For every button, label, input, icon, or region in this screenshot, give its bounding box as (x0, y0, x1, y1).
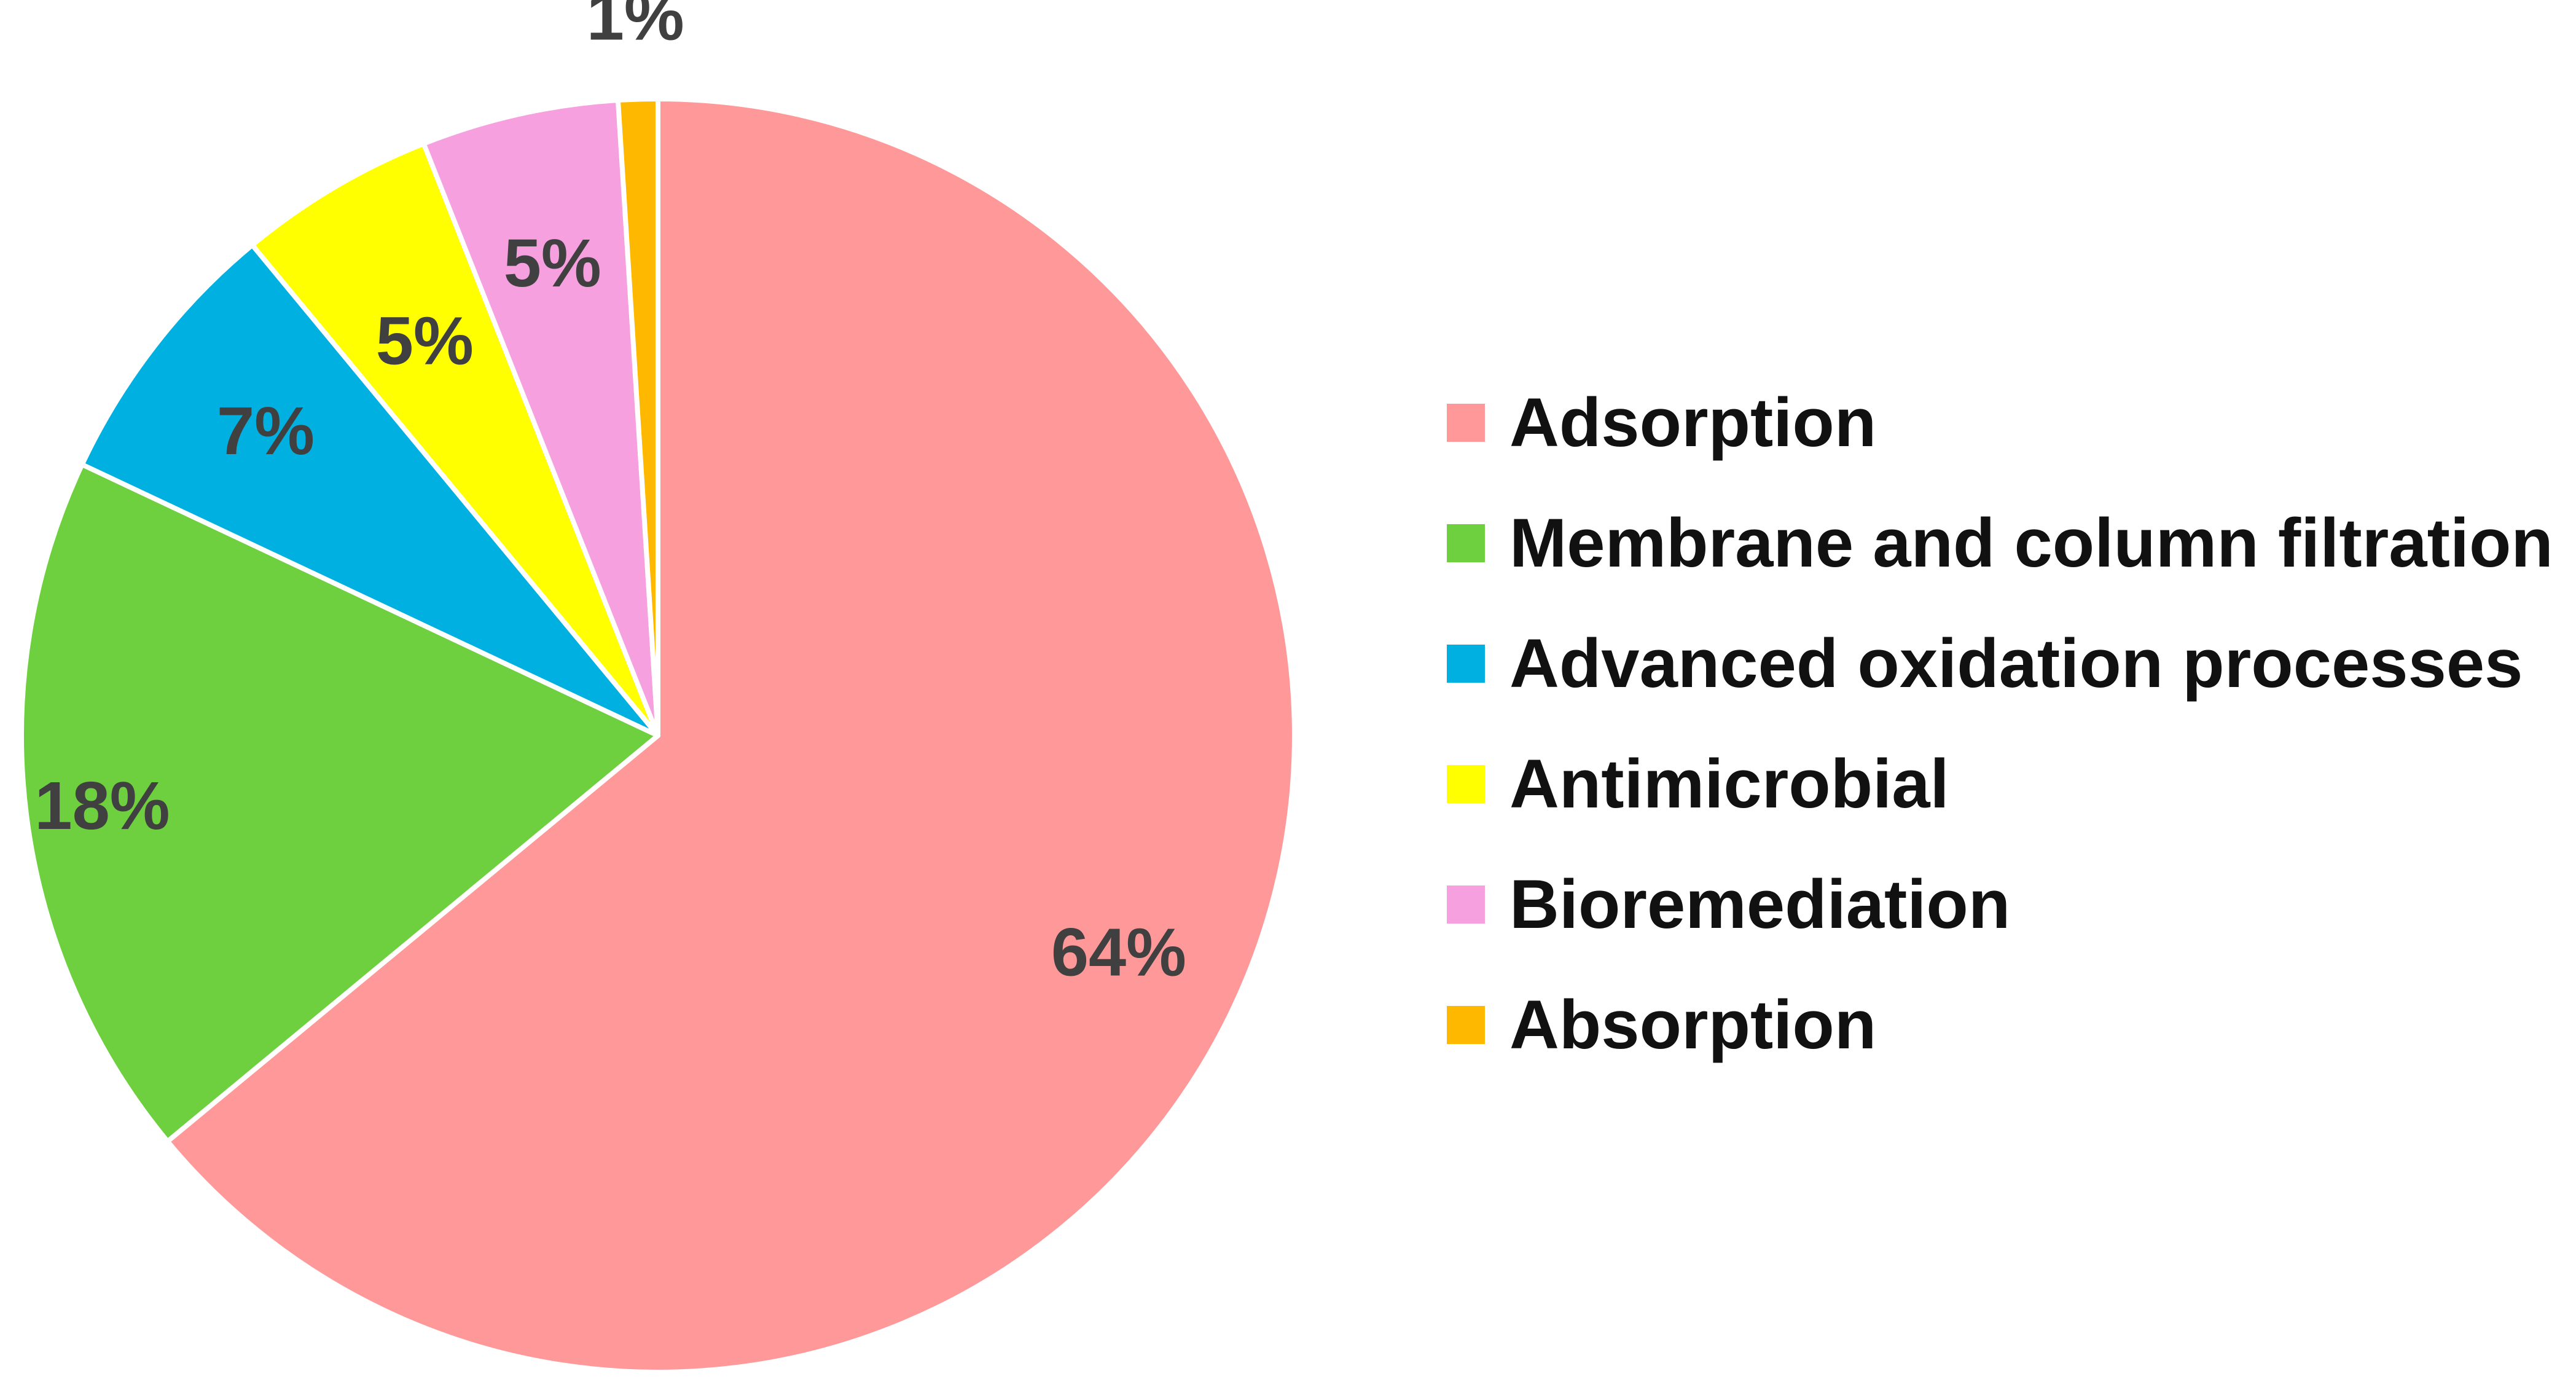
legend-label-bioremediation: Bioremediation (1509, 866, 2011, 943)
legend-item-advanced-oxidation-processes: Advanced oxidation processes (1447, 603, 2565, 724)
pie-slice-advanced-oxidation-processes (79, 242, 660, 738)
legend-item-membrane-and-column-filtration: Membrane and column filtration (1447, 483, 2565, 603)
pie-label-bioremediation: 5% (504, 226, 601, 301)
legend-swatch-absorption (1447, 1006, 1485, 1044)
pie-slices (19, 96, 1297, 1375)
legend-item-absorption: Absorption (1447, 965, 2565, 1085)
legend-swatch-membrane-and-column-filtration (1447, 524, 1485, 562)
legend-label-absorption: Absorption (1509, 986, 1877, 1063)
legend-label-advanced-oxidation-processes: Advanced oxidation processes (1509, 625, 2523, 702)
legend-item-antimicrobial: Antimicrobial (1447, 724, 2565, 844)
pie-label-advanced-oxidation-processes: 7% (217, 393, 315, 469)
pie-label-adsorption: 64% (1051, 914, 1186, 990)
legend-swatch-adsorption (1447, 404, 1485, 442)
legend-item-adsorption: Adsorption (1447, 363, 2565, 483)
legend-label-antimicrobial: Antimicrobial (1509, 745, 1949, 822)
pie-label-antimicrobial: 5% (376, 303, 474, 379)
legend-swatch-bioremediation (1447, 885, 1485, 924)
pie-slice-antimicrobial (249, 141, 660, 738)
legend-label-membrane-and-column-filtration: Membrane and column filtration (1509, 505, 2553, 581)
pie-slice-absorption (615, 96, 660, 738)
pie-label-membrane-and-column-filtration: 18% (34, 768, 170, 844)
pie-slice-membrane-and-column-filtration (19, 461, 660, 1144)
pie-value-labels: 64% 18% 7% 5% 5% 1% (34, 0, 1186, 990)
legend-swatch-antimicrobial (1447, 765, 1485, 803)
pie-slice-bioremediation (421, 98, 660, 738)
pie-label-absorption: 1% (587, 0, 684, 54)
legend: Adsorption Membrane and column filtratio… (1447, 363, 2565, 1085)
legend-item-bioremediation: Bioremediation (1447, 844, 2565, 965)
legend-swatch-advanced-oxidation-processes (1447, 645, 1485, 683)
pie-slice-adsorption (165, 96, 1297, 1375)
legend-label-adsorption: Adsorption (1509, 384, 1877, 461)
